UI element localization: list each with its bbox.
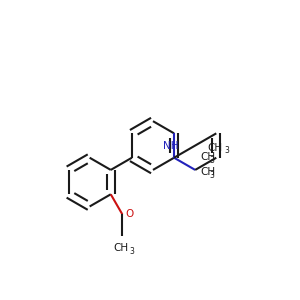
Text: CH: CH [200,167,216,177]
Text: CH: CH [208,143,223,153]
Text: 3: 3 [130,247,134,256]
Text: 3: 3 [224,146,229,155]
Text: CH: CH [113,243,128,254]
Text: CH: CH [200,152,216,162]
Text: O: O [125,209,134,219]
Text: 3: 3 [209,157,214,166]
Text: NH: NH [163,141,178,151]
Text: 3: 3 [209,171,214,180]
